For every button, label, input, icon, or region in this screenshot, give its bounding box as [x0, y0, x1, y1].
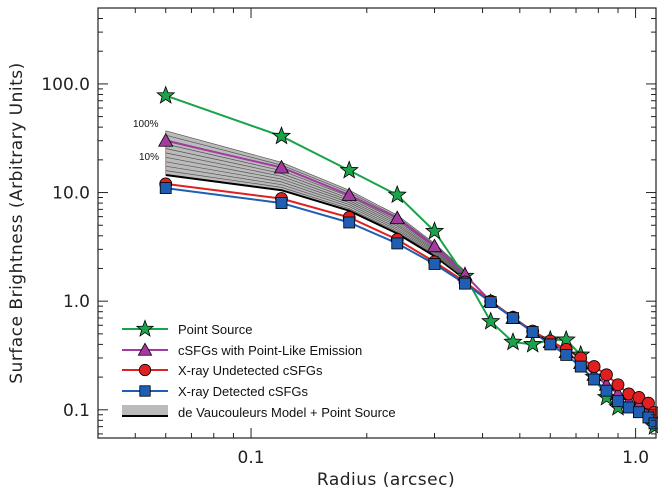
legend-marker — [139, 385, 151, 397]
data-point — [271, 126, 292, 145]
legend-band-swatch — [122, 405, 168, 416]
data-point — [484, 296, 497, 309]
legend-label: X-ray Undetected cSFGs — [178, 363, 323, 378]
data-point — [642, 396, 655, 410]
data-point — [343, 216, 356, 229]
legend-marker — [138, 363, 152, 377]
data-point — [158, 132, 174, 147]
axis-layer: 0.1 1.0 0.1 1.0 10.0 100.0 — [41, 7, 656, 468]
data-point — [587, 360, 601, 373]
data-point — [339, 160, 359, 179]
data-point — [622, 401, 635, 414]
data-point — [574, 360, 587, 373]
legend-label: Point Source — [178, 322, 252, 337]
plot-frame — [97, 7, 657, 439]
y-axis-title: Surface Brightness (Arbitrary Units) — [7, 62, 27, 384]
data-point — [387, 184, 407, 204]
data-point — [156, 85, 176, 104]
data-point — [588, 373, 600, 386]
y-tick-label: 1.0 — [63, 292, 90, 312]
data-point — [391, 237, 404, 250]
data-point — [648, 417, 658, 430]
band-label-bottom: 10% — [139, 152, 159, 163]
legend-label: X-ray Detected cSFGs — [178, 384, 309, 399]
data-point — [560, 349, 573, 361]
data-point — [642, 411, 655, 424]
legend-marker — [137, 342, 153, 356]
data-point — [275, 197, 288, 209]
data-point — [526, 326, 539, 338]
data-point — [481, 311, 501, 330]
model-band-line — [165, 161, 466, 277]
data-point — [503, 331, 523, 351]
legend: Point Source cSFGs with Point-Like Emissi… — [122, 319, 396, 420]
y-tick-label: 100.0 — [41, 75, 90, 95]
data-point — [273, 159, 290, 174]
model-band-line — [165, 165, 466, 278]
data-point — [459, 277, 471, 290]
model-band-line — [165, 156, 466, 277]
data-point — [424, 221, 445, 240]
x-tick-label: 1.0 — [622, 448, 649, 468]
series-layer — [156, 85, 658, 435]
data-point — [632, 391, 646, 404]
data-point — [389, 210, 405, 225]
model-band-line — [165, 152, 466, 276]
data-point — [341, 187, 357, 201]
data-point — [600, 368, 613, 382]
data-point — [600, 384, 613, 397]
data-point — [507, 312, 519, 324]
x-tick-label: 0.1 — [238, 448, 265, 468]
x-axis-title: Radius (arcsec) — [317, 470, 455, 490]
model-band-line — [165, 148, 466, 275]
legend-label: cSFGs with Point-Like Emission — [178, 343, 362, 358]
legend-label: de Vaucouleurs Model + Point Source — [178, 405, 396, 420]
data-point — [159, 182, 172, 194]
band-label-top: 100% — [133, 119, 159, 130]
data-point — [611, 378, 625, 392]
y-tick-label: 10.0 — [52, 184, 90, 204]
data-point — [426, 238, 443, 253]
data-point — [523, 334, 543, 353]
y-tick-label: 0.1 — [63, 401, 90, 421]
data-point — [612, 395, 624, 408]
data-point — [428, 258, 441, 270]
data-point — [544, 338, 557, 351]
legend-marker — [135, 319, 155, 337]
